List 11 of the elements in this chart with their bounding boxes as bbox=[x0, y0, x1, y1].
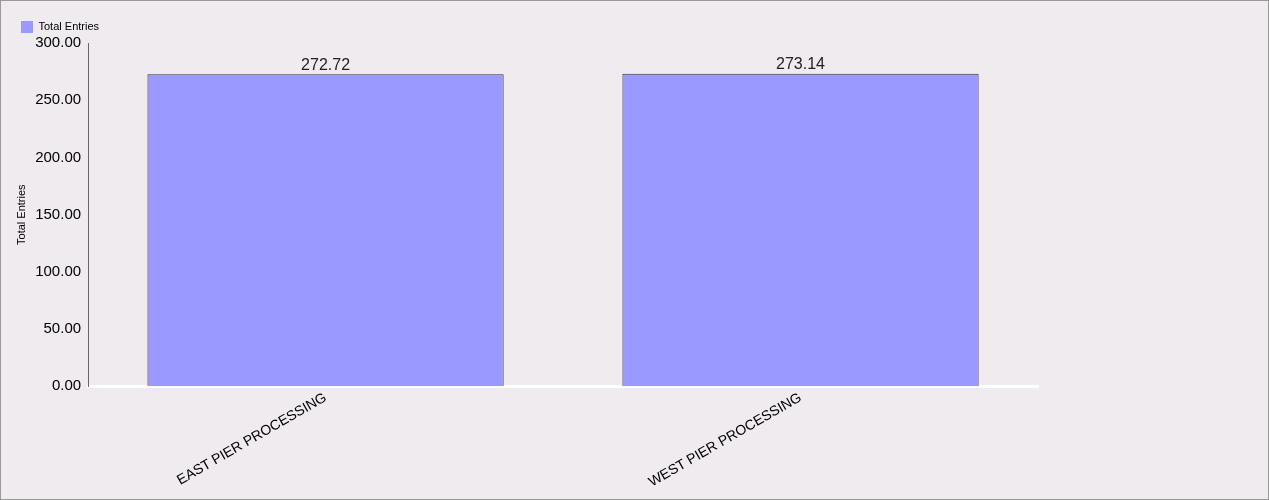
y-tick-label: 50.00 bbox=[43, 319, 82, 337]
y-tick-label: 150.00 bbox=[35, 204, 82, 222]
y-tick-label: 250.00 bbox=[35, 90, 82, 108]
y-tick-label: 0.00 bbox=[51, 376, 82, 394]
y-axis-title: Total Entries bbox=[14, 183, 27, 245]
data-label: 272.72 bbox=[301, 55, 351, 73]
y-tick-label: 300.00 bbox=[35, 33, 82, 51]
data-label: 273.14 bbox=[776, 55, 826, 73]
y-tick-label: 200.00 bbox=[35, 147, 82, 165]
y-tick-label: 100.00 bbox=[35, 262, 82, 280]
legend-label: Total Entries bbox=[38, 20, 100, 33]
